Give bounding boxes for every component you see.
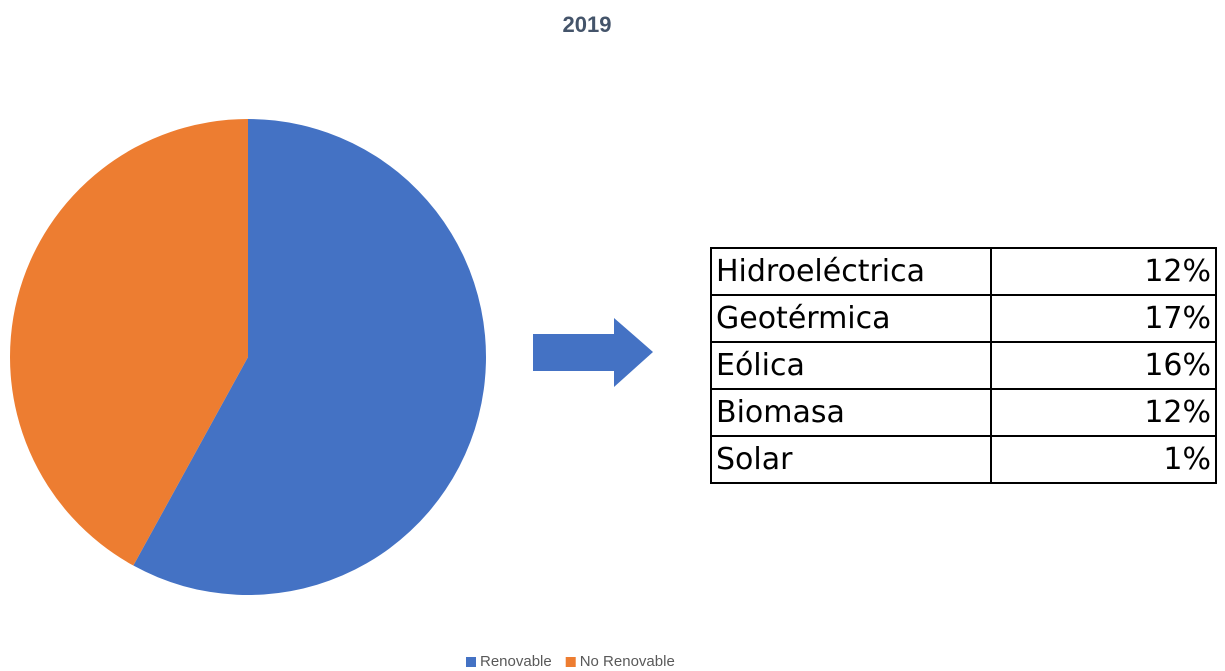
pie-slice — [9, 119, 248, 566]
table-label: Geotérmica — [710, 294, 992, 343]
pie-slice — [133, 119, 486, 595]
arrow — [533, 318, 653, 387]
legend-label: No Renovable — [580, 653, 675, 670]
chart-title: 2019 — [563, 12, 612, 37]
table-row: Solar 1% — [710, 435, 1217, 484]
legend-swatch — [565, 657, 576, 667]
table-value: 16% — [990, 341, 1217, 390]
legend-swatch — [466, 657, 476, 667]
table-label: Solar — [710, 435, 992, 484]
table-value: 12% — [990, 388, 1217, 437]
table-value: 12% — [990, 247, 1217, 296]
table-label: Biomasa — [710, 388, 992, 437]
table: Hidroeléctrica 12% Geotérmica 17% Eólica 16% B… — [710, 247, 1217, 484]
table-row: Hidroeléctrica 12% — [710, 247, 1217, 296]
table-row: Eólica 16% — [710, 341, 1217, 390]
table-value: 1% — [990, 435, 1217, 484]
legend-label: Renovable — [480, 653, 552, 670]
table-row: Geotérmica 17% — [710, 294, 1217, 343]
table-row: Biomasa 12% — [710, 388, 1217, 437]
table-label: Eólica — [710, 341, 992, 390]
table-label: Hidroeléctrica — [710, 247, 992, 296]
table-value: 17% — [990, 294, 1217, 343]
